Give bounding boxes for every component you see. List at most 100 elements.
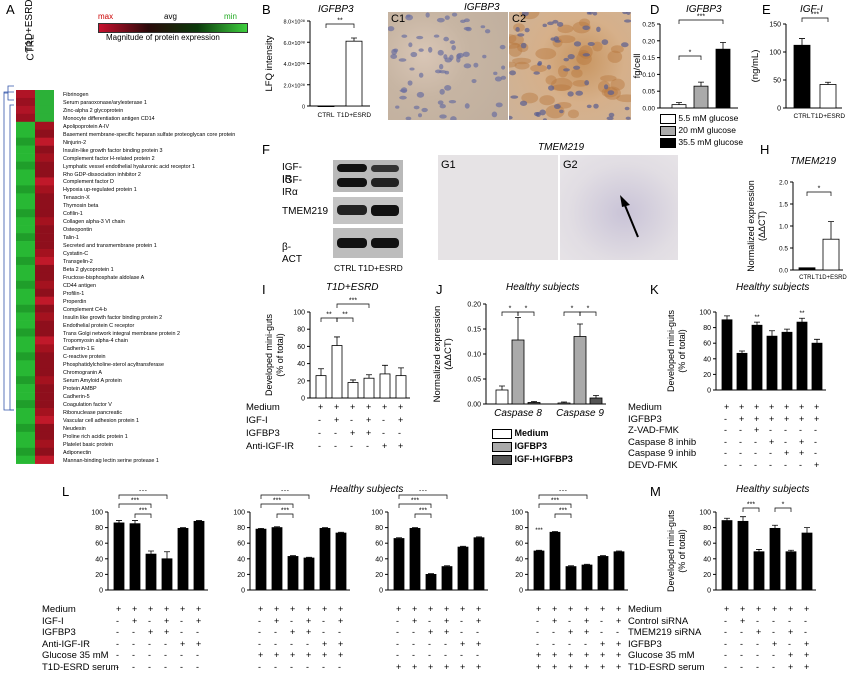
condition-sign: - (444, 638, 447, 649)
condition-sign: - (784, 436, 787, 447)
tick-label: 60 (515, 541, 523, 548)
condition-sign: - (366, 441, 369, 451)
protein-label: Cadherin-5 (63, 394, 90, 401)
heatmap-cell (35, 249, 54, 258)
tick-label: 150 (769, 22, 781, 29)
condition-row-label: Caspase 8 inhib (628, 436, 697, 448)
condition-sign: - (306, 638, 309, 649)
condition-sign: + (350, 402, 356, 412)
condition-sign: - (164, 661, 167, 672)
condition-sign: - (396, 615, 399, 626)
heatmap-cell (16, 137, 35, 146)
condition-row-label: T1D-ESRD serum (42, 661, 119, 673)
condition-sign: + (784, 402, 790, 412)
error-bar (552, 531, 558, 533)
bar (511, 339, 525, 405)
condition-sign: - (568, 615, 571, 626)
condition-sign: + (164, 604, 170, 614)
condition-sign: - (428, 615, 431, 626)
protein-label: Ribonuclease pancreatic (63, 410, 123, 416)
tick-label: 50 (773, 78, 781, 85)
error-bar (274, 526, 280, 528)
tick-label: 0.15 (642, 55, 655, 62)
tick-label: 80 (375, 525, 383, 532)
heatmap-cell (35, 304, 54, 313)
protein-label: Tenascin-X (63, 195, 90, 202)
condition-sign: - (724, 661, 727, 672)
bar (303, 557, 315, 591)
heatmap-cell (16, 105, 35, 115)
tick-label: 0.00 (642, 106, 655, 113)
protein-label: Cofilin-1 (63, 211, 83, 218)
condition-sign: + (306, 627, 312, 637)
significance-label: * (689, 50, 692, 57)
condition-sign: - (772, 615, 775, 626)
significance-label: * (525, 306, 528, 313)
significance-label: ** (342, 312, 348, 319)
axis-label: Developed mini-guts (264, 313, 274, 396)
condition-sign: + (382, 402, 388, 412)
condition-row-label: IGFBP3 (628, 638, 662, 650)
bar (271, 527, 283, 591)
condition-sign: - (476, 627, 479, 637)
heatmap-cell (35, 439, 54, 449)
heatmap-cell (16, 320, 35, 329)
heatmap-cell (35, 137, 54, 146)
blot-tmem219 (333, 197, 403, 224)
condition-sign: - (196, 627, 199, 637)
error-bar (460, 545, 466, 548)
panel-m-label: M (650, 484, 661, 499)
bar (721, 319, 733, 391)
condition-sign: + (258, 604, 264, 614)
tick-label: 100 (371, 510, 383, 517)
condition-sign: - (739, 448, 742, 458)
condition-sign: - (740, 661, 743, 672)
tick-label: 20 (375, 572, 383, 579)
error-bar (322, 527, 328, 529)
condition-sign: + (196, 615, 202, 626)
tick-label: 100 (699, 510, 711, 517)
condition-sign: + (756, 627, 762, 637)
condition-sign: + (814, 413, 820, 424)
heatmap-cell (16, 392, 35, 401)
bar (319, 527, 331, 591)
heatmap-cell (16, 415, 35, 425)
protein-label: Phosphatidylcholine-sterol acyltransfera… (63, 362, 164, 369)
condition-sign: + (772, 638, 778, 649)
tick-label: 100 (293, 310, 305, 317)
panel-g1-label: G1 (441, 159, 456, 171)
error-bar (724, 517, 730, 521)
significance-label: ** (754, 314, 760, 321)
condition-sign: - (258, 615, 261, 626)
chart-e: 0 50 100 150 (ng/mL) CTRL T1D+ESRD *** (750, 12, 845, 121)
error-bar (825, 81, 831, 85)
error-bar (164, 551, 170, 559)
protein-label: Protein AMBP (63, 386, 97, 393)
heatmap-cell (16, 217, 35, 226)
heatmap-cell (16, 97, 35, 107)
condition-sign: + (799, 402, 805, 412)
histology-image-c2: C2 (509, 12, 631, 120)
condition-sign: + (306, 604, 312, 614)
bar (766, 335, 778, 391)
panel-e-title: IGF-I (800, 4, 823, 15)
heatmap-cell (35, 161, 54, 170)
protein-label: Collagen alpha-3 VI chain (63, 219, 125, 226)
axis-label: (ng/mL) (750, 50, 761, 83)
condition-sign: - (769, 425, 772, 435)
error-bar (740, 516, 746, 522)
error-bar (290, 555, 296, 557)
condition-sign: - (788, 638, 791, 649)
legend-j-3: IGF-I+IGFBP3 (514, 454, 573, 464)
protein-label: Ninjurin-2 (63, 139, 87, 146)
significance-label: *** (281, 490, 289, 496)
panel-h-title: TMEM219 (790, 156, 837, 167)
protein-label: Adiponectin (63, 449, 92, 456)
tick-label: 20 (703, 372, 711, 379)
condition-sign: + (366, 402, 372, 412)
panel-i-title: T1D+ESRD (326, 282, 379, 293)
condition-sign: + (196, 638, 202, 649)
condition-sign: - (799, 459, 802, 470)
condition-sign: + (148, 604, 154, 614)
bar (425, 574, 437, 591)
